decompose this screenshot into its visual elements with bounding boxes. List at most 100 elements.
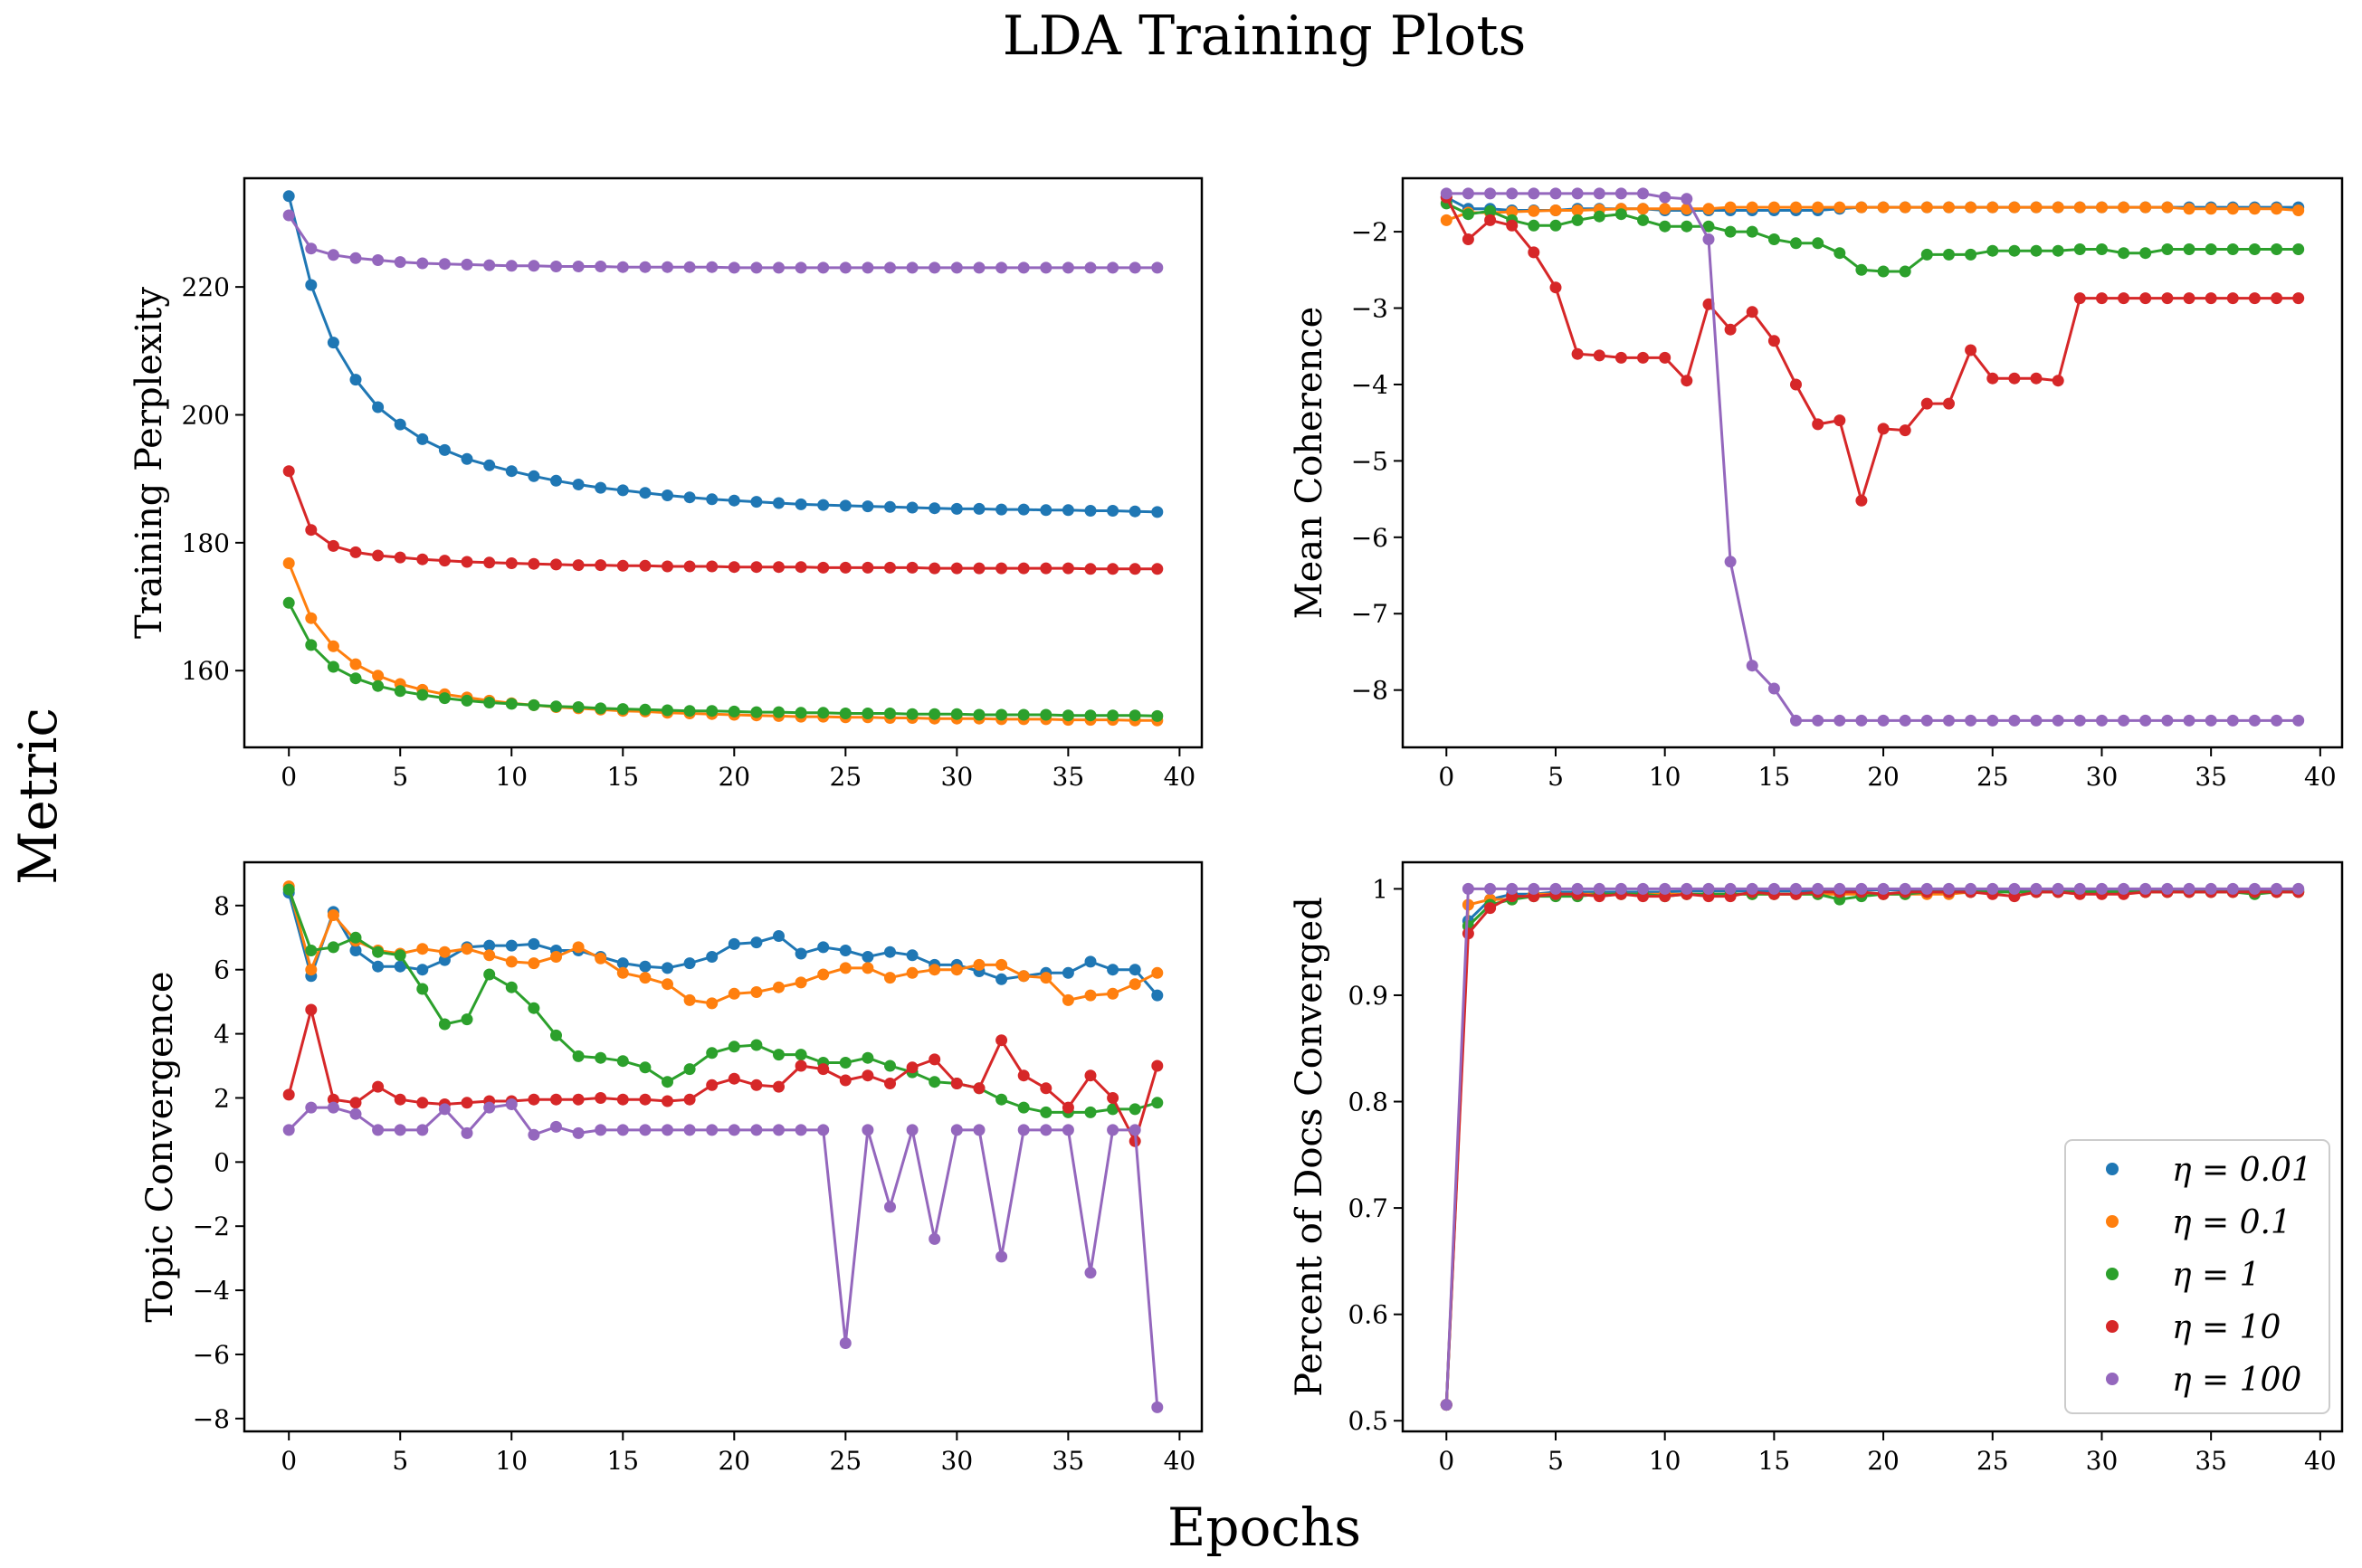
data-point (595, 952, 607, 965)
data-point (2052, 375, 2064, 387)
data-point (706, 1124, 719, 1136)
data-point (1920, 248, 1933, 261)
data-point (1017, 708, 1030, 721)
data-point (1833, 414, 1846, 427)
data-point (595, 1124, 607, 1136)
legend-label: η = 1 (2172, 1257, 2261, 1294)
data-point (327, 249, 339, 261)
legend-label: η = 0.1 (2172, 1204, 2291, 1241)
data-point (1746, 306, 1758, 318)
data-point (1017, 1101, 1030, 1114)
data-point (1681, 193, 1693, 205)
data-point (2161, 882, 2174, 895)
figure-ylabel: Metric (7, 708, 69, 885)
data-point (1724, 225, 1737, 238)
data-point (973, 562, 986, 575)
x-tick-label: 40 (1164, 1446, 1196, 1476)
x-tick-label: 0 (1438, 1446, 1454, 1476)
data-point (2030, 714, 2043, 727)
data-point (706, 997, 719, 1010)
data-point (683, 1124, 696, 1136)
data-point (2118, 882, 2130, 895)
data-point (639, 960, 652, 973)
data-point (662, 489, 673, 501)
data-point (1724, 201, 1737, 214)
data-point (906, 261, 919, 274)
data-point (1855, 882, 1868, 895)
data-point (839, 945, 852, 956)
series-4 (282, 1003, 1164, 1147)
data-point (1084, 1106, 1097, 1118)
data-point (1767, 201, 1780, 214)
data-point (616, 966, 629, 979)
data-point (1877, 714, 1890, 727)
legend-item: η = 100 (2106, 1362, 2301, 1399)
data-point (839, 1074, 852, 1087)
data-point (1593, 349, 1605, 362)
data-point (327, 539, 339, 552)
data-point (1724, 556, 1737, 568)
data-point (1833, 247, 1846, 260)
data-point (1084, 989, 1097, 1002)
data-point (773, 561, 785, 574)
data-point (906, 949, 919, 962)
series-line (288, 1102, 1159, 1408)
legend-item: η = 0.1 (2106, 1204, 2291, 1241)
data-point (1084, 261, 1097, 274)
legend-item: η = 1 (2106, 1257, 2261, 1294)
data-point (2205, 714, 2217, 727)
data-point (2226, 203, 2239, 215)
data-point (929, 1076, 941, 1088)
data-point (906, 966, 919, 979)
data-point (2073, 882, 2086, 895)
data-point (282, 209, 295, 222)
data-point (1549, 281, 1562, 294)
data-point (416, 432, 429, 445)
data-point (483, 259, 496, 271)
series-line (287, 892, 1158, 997)
data-point (1855, 714, 1868, 727)
series-line (1445, 202, 2299, 273)
data-point (884, 561, 896, 574)
data-point (1790, 201, 1802, 214)
data-point (1040, 562, 1052, 575)
data-point (662, 1124, 673, 1136)
y-tick-label: 1 (1372, 874, 1388, 904)
data-point (483, 1101, 496, 1114)
data-point (973, 958, 986, 971)
data-point (1549, 219, 1562, 232)
data-point (795, 1049, 807, 1061)
data-point (2292, 204, 2305, 216)
series-line (287, 470, 1157, 571)
series-line (287, 562, 1157, 722)
data-point (1855, 201, 1868, 214)
data-point (862, 962, 874, 974)
y-tick-label: 0.5 (1348, 1406, 1388, 1436)
data-point (2271, 292, 2283, 305)
data-point (2271, 243, 2283, 255)
x-tick-label: 40 (1164, 762, 1196, 792)
data-point (438, 443, 451, 456)
data-point (884, 708, 896, 719)
data-point (1920, 882, 1933, 895)
data-point (1040, 261, 1052, 274)
data-point (929, 708, 941, 720)
data-point (1484, 882, 1497, 895)
legend-marker (2106, 1373, 2119, 1385)
data-point (1506, 205, 1519, 218)
data-point (483, 949, 496, 962)
data-point (416, 1097, 429, 1109)
data-point (528, 1128, 540, 1141)
data-point (973, 261, 986, 274)
series-line (287, 886, 1158, 1005)
data-point (817, 499, 830, 511)
data-point (773, 1049, 785, 1061)
data-point (2205, 882, 2217, 895)
data-point (2096, 243, 2108, 255)
data-point (929, 261, 941, 274)
x-tick-label: 30 (941, 1446, 974, 1476)
data-point (1637, 351, 1649, 364)
data-point (528, 698, 540, 711)
data-point (461, 258, 473, 271)
